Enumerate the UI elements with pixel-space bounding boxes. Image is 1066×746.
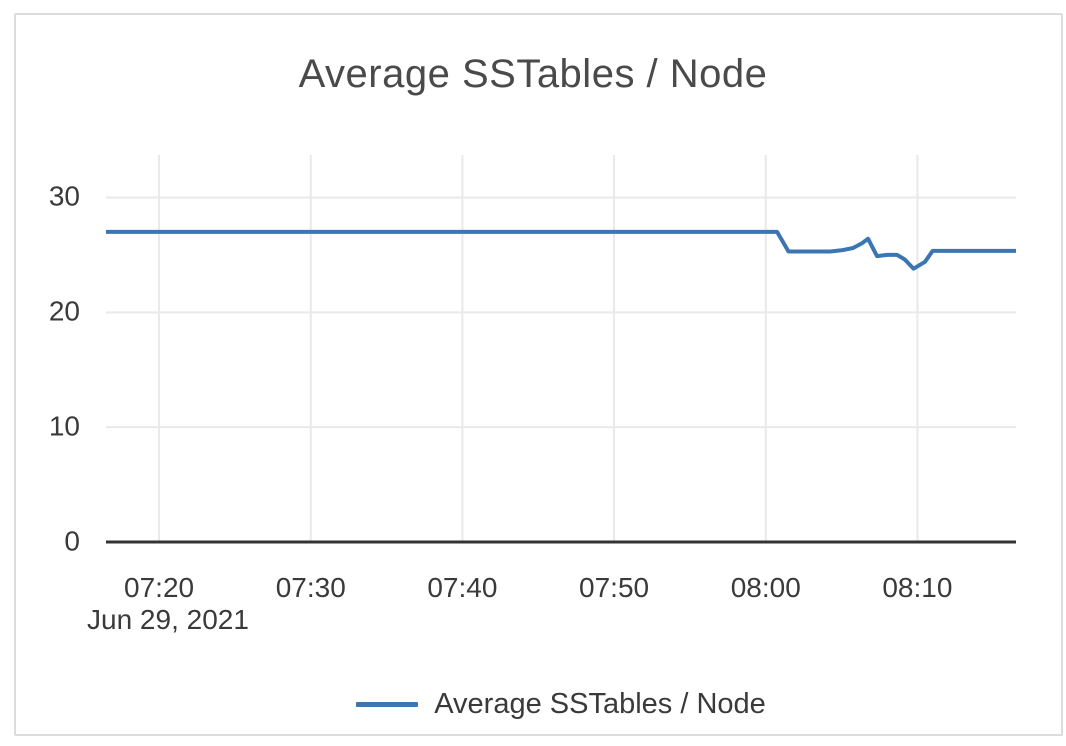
- y-axis-tick-label: 30: [48, 180, 80, 212]
- series-line-average-sstables-per-node[interactable]: [106, 229, 1016, 271]
- legend-swatch-line-icon: [356, 702, 419, 707]
- y-axis-tick-label: 20: [48, 295, 80, 327]
- legend-label: Average SSTables / Node: [434, 688, 766, 720]
- x-axis-tick-label: 07:50: [579, 572, 650, 603]
- legend: Average SSTables / Node: [106, 688, 1016, 721]
- chart-card: [14, 13, 1063, 736]
- x-axis-tick-label: 08:00: [730, 572, 801, 603]
- x-axis-date-label: Jun 29, 2021: [87, 604, 249, 635]
- y-axis-tick-label: 10: [48, 410, 80, 442]
- x-axis-tick-label: 07:30: [275, 572, 346, 603]
- y-axis-tick-label: 0: [64, 525, 80, 557]
- chart-title: Average SSTables / Node: [298, 52, 768, 96]
- x-axis-tick-label: 07:20: [124, 572, 195, 603]
- x-axis-tick-label: 08:10: [882, 572, 953, 603]
- x-axis-tick-label: 07:40: [427, 572, 498, 603]
- legend-item[interactable]: Average SSTables / Node: [356, 688, 766, 721]
